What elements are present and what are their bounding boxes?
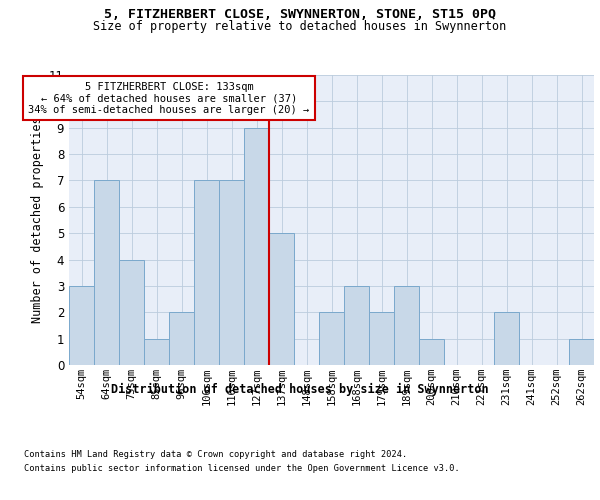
Bar bbox=[344, 286, 369, 365]
Bar bbox=[394, 286, 419, 365]
Text: 5, FITZHERBERT CLOSE, SWYNNERTON, STONE, ST15 0PQ: 5, FITZHERBERT CLOSE, SWYNNERTON, STONE,… bbox=[104, 8, 496, 20]
Bar bbox=[269, 233, 294, 365]
Text: Distribution of detached houses by size in Swynnerton: Distribution of detached houses by size … bbox=[111, 382, 489, 396]
Text: Contains HM Land Registry data © Crown copyright and database right 2024.: Contains HM Land Registry data © Crown c… bbox=[24, 450, 407, 459]
Bar bbox=[569, 338, 594, 365]
Bar bbox=[494, 312, 519, 365]
Y-axis label: Number of detached properties: Number of detached properties bbox=[31, 116, 44, 324]
Text: Contains public sector information licensed under the Open Government Licence v3: Contains public sector information licen… bbox=[24, 464, 460, 473]
Bar bbox=[419, 338, 444, 365]
Bar bbox=[219, 180, 244, 365]
Bar bbox=[244, 128, 269, 365]
Bar bbox=[369, 312, 394, 365]
Bar bbox=[194, 180, 219, 365]
Bar bbox=[69, 286, 94, 365]
Bar bbox=[319, 312, 344, 365]
Bar bbox=[144, 338, 169, 365]
Text: 5 FITZHERBERT CLOSE: 133sqm
← 64% of detached houses are smaller (37)
34% of sem: 5 FITZHERBERT CLOSE: 133sqm ← 64% of det… bbox=[28, 82, 310, 115]
Bar bbox=[119, 260, 144, 365]
Text: Size of property relative to detached houses in Swynnerton: Size of property relative to detached ho… bbox=[94, 20, 506, 33]
Bar bbox=[169, 312, 194, 365]
Bar bbox=[94, 180, 119, 365]
